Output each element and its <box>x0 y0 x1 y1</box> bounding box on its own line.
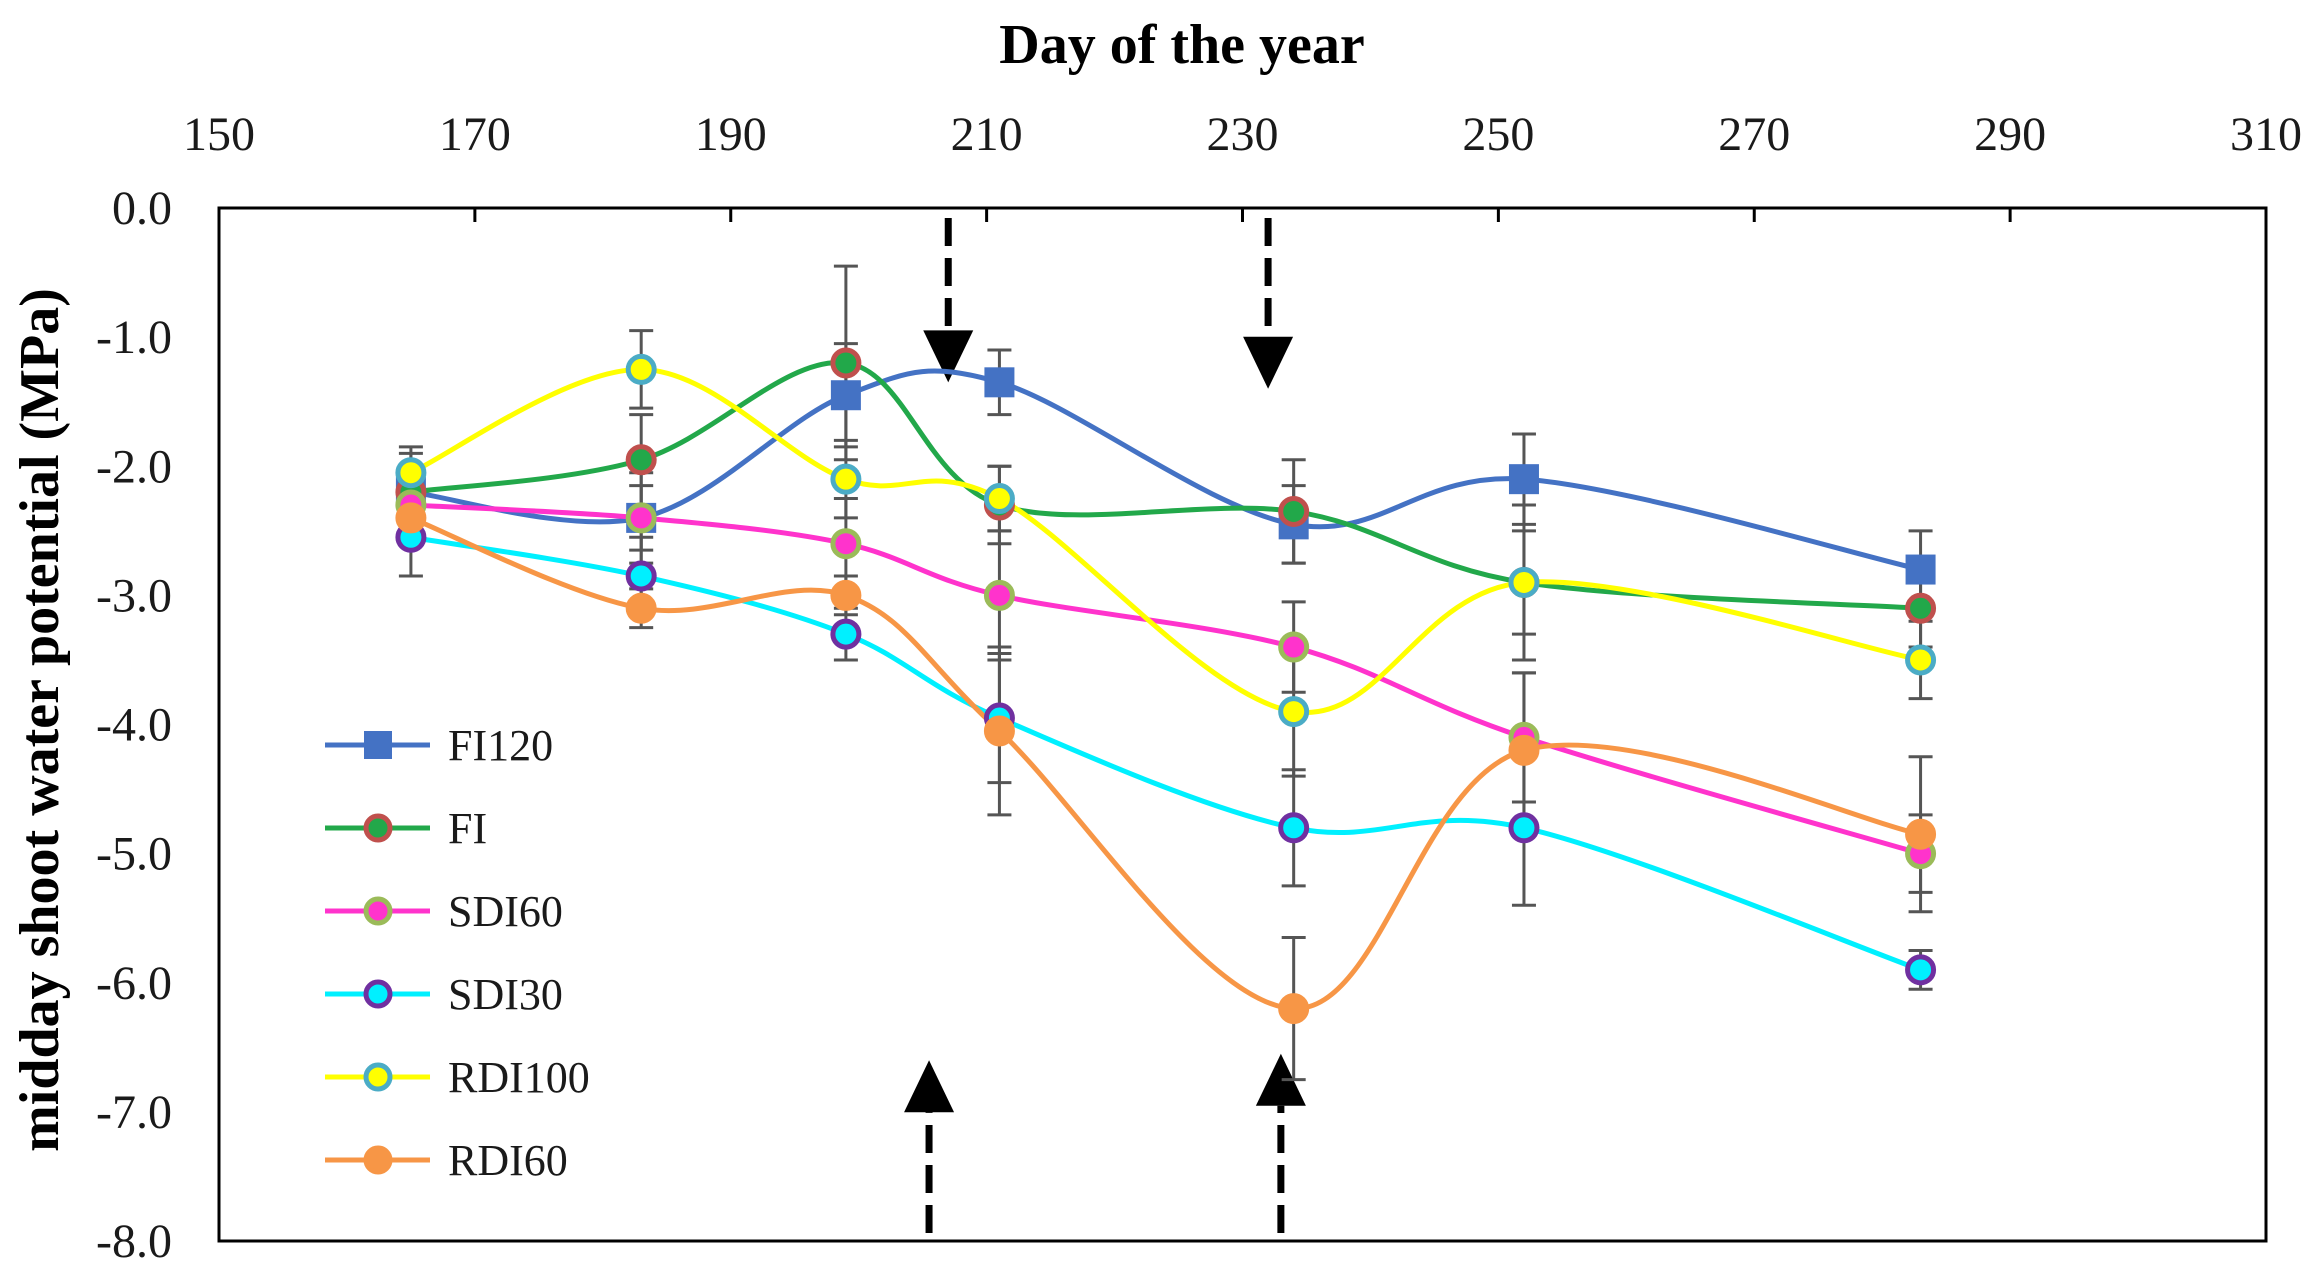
point-sdi30 <box>1278 812 1310 844</box>
legend-label-sdi30: SDI30 <box>448 970 563 1019</box>
point-rdi60 <box>625 592 657 624</box>
legend-label-rdi100: RDI100 <box>448 1053 590 1102</box>
point-rdi100 <box>1905 644 1937 676</box>
point-sdi30 <box>1508 812 1540 844</box>
point-rdi100 <box>983 483 1015 515</box>
point-rdi60 <box>983 715 1015 747</box>
dashed-arrow-head <box>904 1060 955 1113</box>
legend-marker-rdi100 <box>363 1062 393 1092</box>
series-line-sdi60 <box>410 502 1922 857</box>
x-tick-label: 190 <box>695 108 767 161</box>
dashed-arrow-head <box>1255 1053 1306 1106</box>
point-fi120 <box>1905 554 1936 585</box>
dashed-arrow-head <box>1243 336 1294 389</box>
chart-title: Day of the year <box>999 14 1364 76</box>
point-sdi30 <box>1905 954 1937 986</box>
point-sdi60 <box>830 528 862 560</box>
point-rdi60 <box>1508 734 1540 766</box>
y-tick-label: 0.0 <box>112 182 172 235</box>
point-fi120 <box>984 367 1015 398</box>
y-tick-label: -5.0 <box>96 828 172 881</box>
point-sdi60 <box>1278 631 1310 663</box>
legend-marker-fi120 <box>364 731 392 759</box>
legend-label-fi120: FI120 <box>448 721 553 770</box>
dashed-arrow-head <box>923 330 974 383</box>
x-tick-label: 150 <box>183 108 255 161</box>
point-rdi60 <box>1905 818 1937 850</box>
point-rdi60 <box>395 502 427 534</box>
point-rdi100 <box>625 353 657 385</box>
legend-marker-fi <box>363 813 393 843</box>
legend: FI120 FI SDI60 SDI30 RDI100 RDI60 <box>325 721 590 1185</box>
point-fi <box>1905 592 1937 624</box>
point-fi <box>1278 495 1310 527</box>
plot-area-border <box>217 206 2268 1243</box>
point-sdi60 <box>983 579 1015 611</box>
legend-label-rdi60: RDI60 <box>448 1136 568 1185</box>
point-fi <box>830 347 862 379</box>
point-rdi60 <box>830 579 862 611</box>
legend-label-fi: FI <box>448 804 487 853</box>
legend-marker-sdi60 <box>363 896 393 926</box>
legend-marker-sdi30 <box>363 979 393 1009</box>
y-axis-label: midday shoot water potential (MPa) <box>9 288 71 1152</box>
y-tick-label: -2.0 <box>96 440 172 493</box>
point-sdi60 <box>625 502 657 534</box>
y-tick-label: -3.0 <box>96 569 172 622</box>
point-rdi100 <box>1278 696 1310 728</box>
point-rdi100 <box>1508 566 1540 598</box>
y-tick-label: -4.0 <box>96 699 172 752</box>
point-fi120 <box>1508 464 1539 495</box>
series-line-rdi60 <box>409 515 1922 1012</box>
x-tick-label: 250 <box>1462 108 1534 161</box>
point-sdi30 <box>830 618 862 650</box>
x-tick-label: 270 <box>1718 108 1790 161</box>
y-tick-label: -6.0 <box>96 957 172 1010</box>
y-tick-label: -1.0 <box>96 311 172 364</box>
legend-marker-rdi60 <box>363 1145 393 1175</box>
x-tick-label: 170 <box>439 108 511 161</box>
legend-label-sdi60: SDI60 <box>448 887 563 936</box>
point-rdi100 <box>830 463 862 495</box>
point-rdi60 <box>1278 993 1310 1025</box>
x-tick-label: 210 <box>951 108 1023 161</box>
y-tick-label: -8.0 <box>96 1215 172 1268</box>
y-tick-label: -7.0 <box>96 1086 172 1139</box>
point-rdi100 <box>395 457 427 489</box>
x-tick-label: 230 <box>1207 108 1279 161</box>
point-fi <box>625 444 657 476</box>
x-tick-label: 290 <box>1974 108 2046 161</box>
series-line-rdi100 <box>409 366 1922 716</box>
point-sdi30 <box>625 560 657 592</box>
point-fi120 <box>830 380 861 411</box>
x-tick-label: 310 <box>2230 108 2302 161</box>
